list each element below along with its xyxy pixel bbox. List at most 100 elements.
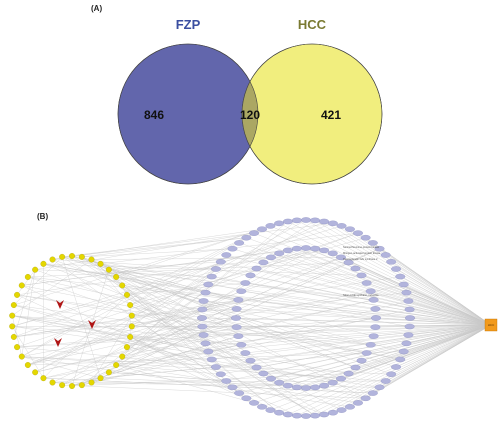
target-node [395,273,406,280]
venn-intersection [241,81,258,147]
target-node [361,280,372,286]
target-node [257,404,267,410]
compound-target-edge [91,257,342,260]
target-node [345,404,355,410]
target-node [231,306,242,312]
count-hcc-only: 421 [321,108,341,122]
panel-a-label: (A) [91,4,102,13]
compound-edge [91,259,123,286]
target-disease-edge [391,261,492,326]
compound-node [127,302,134,308]
compound-node [49,379,56,386]
compound-node [9,312,16,319]
compound-target-edge [52,259,216,270]
compound-target-edge [81,220,298,386]
target-disease-edge [253,324,492,404]
target-disease-edge [375,324,492,328]
target-node [282,411,293,418]
compound-target-edge [81,309,410,386]
target-node [265,407,276,413]
compound-target-edge [62,256,374,337]
target-node [282,382,293,389]
highlight-arrow-icon [56,300,64,309]
target-node [249,230,259,236]
compound-target-edge [16,294,271,411]
compound-target-edge [91,259,288,386]
target-node [233,297,244,303]
compound-edge [21,294,128,357]
target-node [360,234,371,241]
compound-target-edge [12,315,349,374]
target-node [240,280,251,286]
network-edges [12,219,492,417]
compound-target-edge [62,220,316,386]
target-node [310,412,321,419]
compound-node [14,291,21,298]
compound-target-edge [13,304,216,368]
target-node [380,252,391,258]
highlight-arrow-icon [88,320,96,329]
compound-target-edge [91,259,377,319]
compound-node [78,382,85,389]
compound-node [119,353,126,360]
target-disease-edge [202,309,492,326]
target-disease-edge [236,324,492,328]
target-disease-edge [238,324,492,337]
target-node [227,384,238,391]
target-disease-edge [205,292,492,326]
compound-target-edge [16,232,359,348]
target-node [371,315,381,321]
compound-target-edge [21,248,297,286]
compound-target-edge [116,364,255,404]
target-node [291,245,302,252]
target-node [241,395,252,402]
target-disease-edge [220,261,492,326]
compound-node [40,260,47,267]
target-node [310,384,321,391]
target-disease-edge [215,324,492,368]
target-node [274,250,285,257]
compound-target-edge [108,269,239,301]
target-node [301,217,311,223]
compound-node [97,375,104,382]
target-node [236,288,247,294]
compound-node [59,253,66,260]
target-node [365,288,376,294]
target-node [258,370,269,377]
compound-target-edge [13,304,239,337]
target-node [405,315,415,321]
compound-edge [13,269,36,338]
target-node [310,245,321,252]
target-node [245,272,256,279]
venn-diagram: (A) FZP HCC 846 120 421 [91,4,383,185]
target-node [245,357,256,364]
target-disease-edge [287,250,492,326]
compound-edge [43,294,128,379]
set-title-hcc: HCC [298,17,327,32]
compound-node [123,344,130,351]
compound-target-edge [17,294,367,354]
target-node [336,254,346,261]
target-node [291,384,302,391]
compound-target-edge [43,299,374,379]
compound-target-edge [12,315,371,345]
target-node [361,350,372,356]
compound-target-edge [17,326,376,348]
compound-edge [91,259,131,306]
target-node [274,409,285,416]
compound-node [128,312,135,319]
compound-target-edge [21,285,401,360]
target-node [367,240,378,246]
compound-target-edge [43,377,373,394]
target-disease-edge [270,257,492,326]
target-node [319,411,330,418]
target-node [282,218,293,225]
compound-edge [52,382,82,386]
compound-node [32,369,39,376]
target-disease-edge [395,268,492,326]
target-node [251,265,262,272]
target-disease-edge [361,275,492,326]
compound-target-edge [81,256,356,368]
compound-edge [27,326,132,366]
compound-edge [16,269,36,295]
